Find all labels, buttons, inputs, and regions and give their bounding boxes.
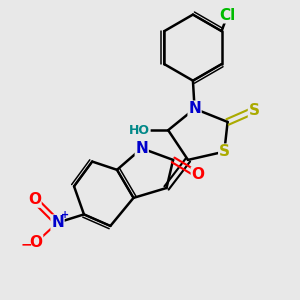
Text: Cl: Cl xyxy=(219,8,236,23)
Text: O: O xyxy=(30,235,43,250)
Text: S: S xyxy=(248,103,260,118)
Text: −: − xyxy=(21,237,33,251)
Text: HO: HO xyxy=(129,124,150,137)
Text: N: N xyxy=(135,141,148,156)
Text: N: N xyxy=(188,101,201,116)
Text: S: S xyxy=(219,144,230,159)
Text: O: O xyxy=(28,192,41,207)
Text: N: N xyxy=(51,215,64,230)
Text: +: + xyxy=(61,210,69,220)
Text: O: O xyxy=(191,167,204,182)
